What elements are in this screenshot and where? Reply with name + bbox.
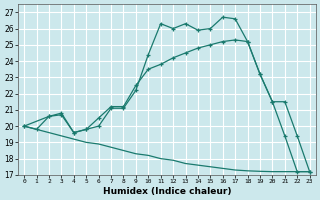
X-axis label: Humidex (Indice chaleur): Humidex (Indice chaleur) <box>103 187 231 196</box>
